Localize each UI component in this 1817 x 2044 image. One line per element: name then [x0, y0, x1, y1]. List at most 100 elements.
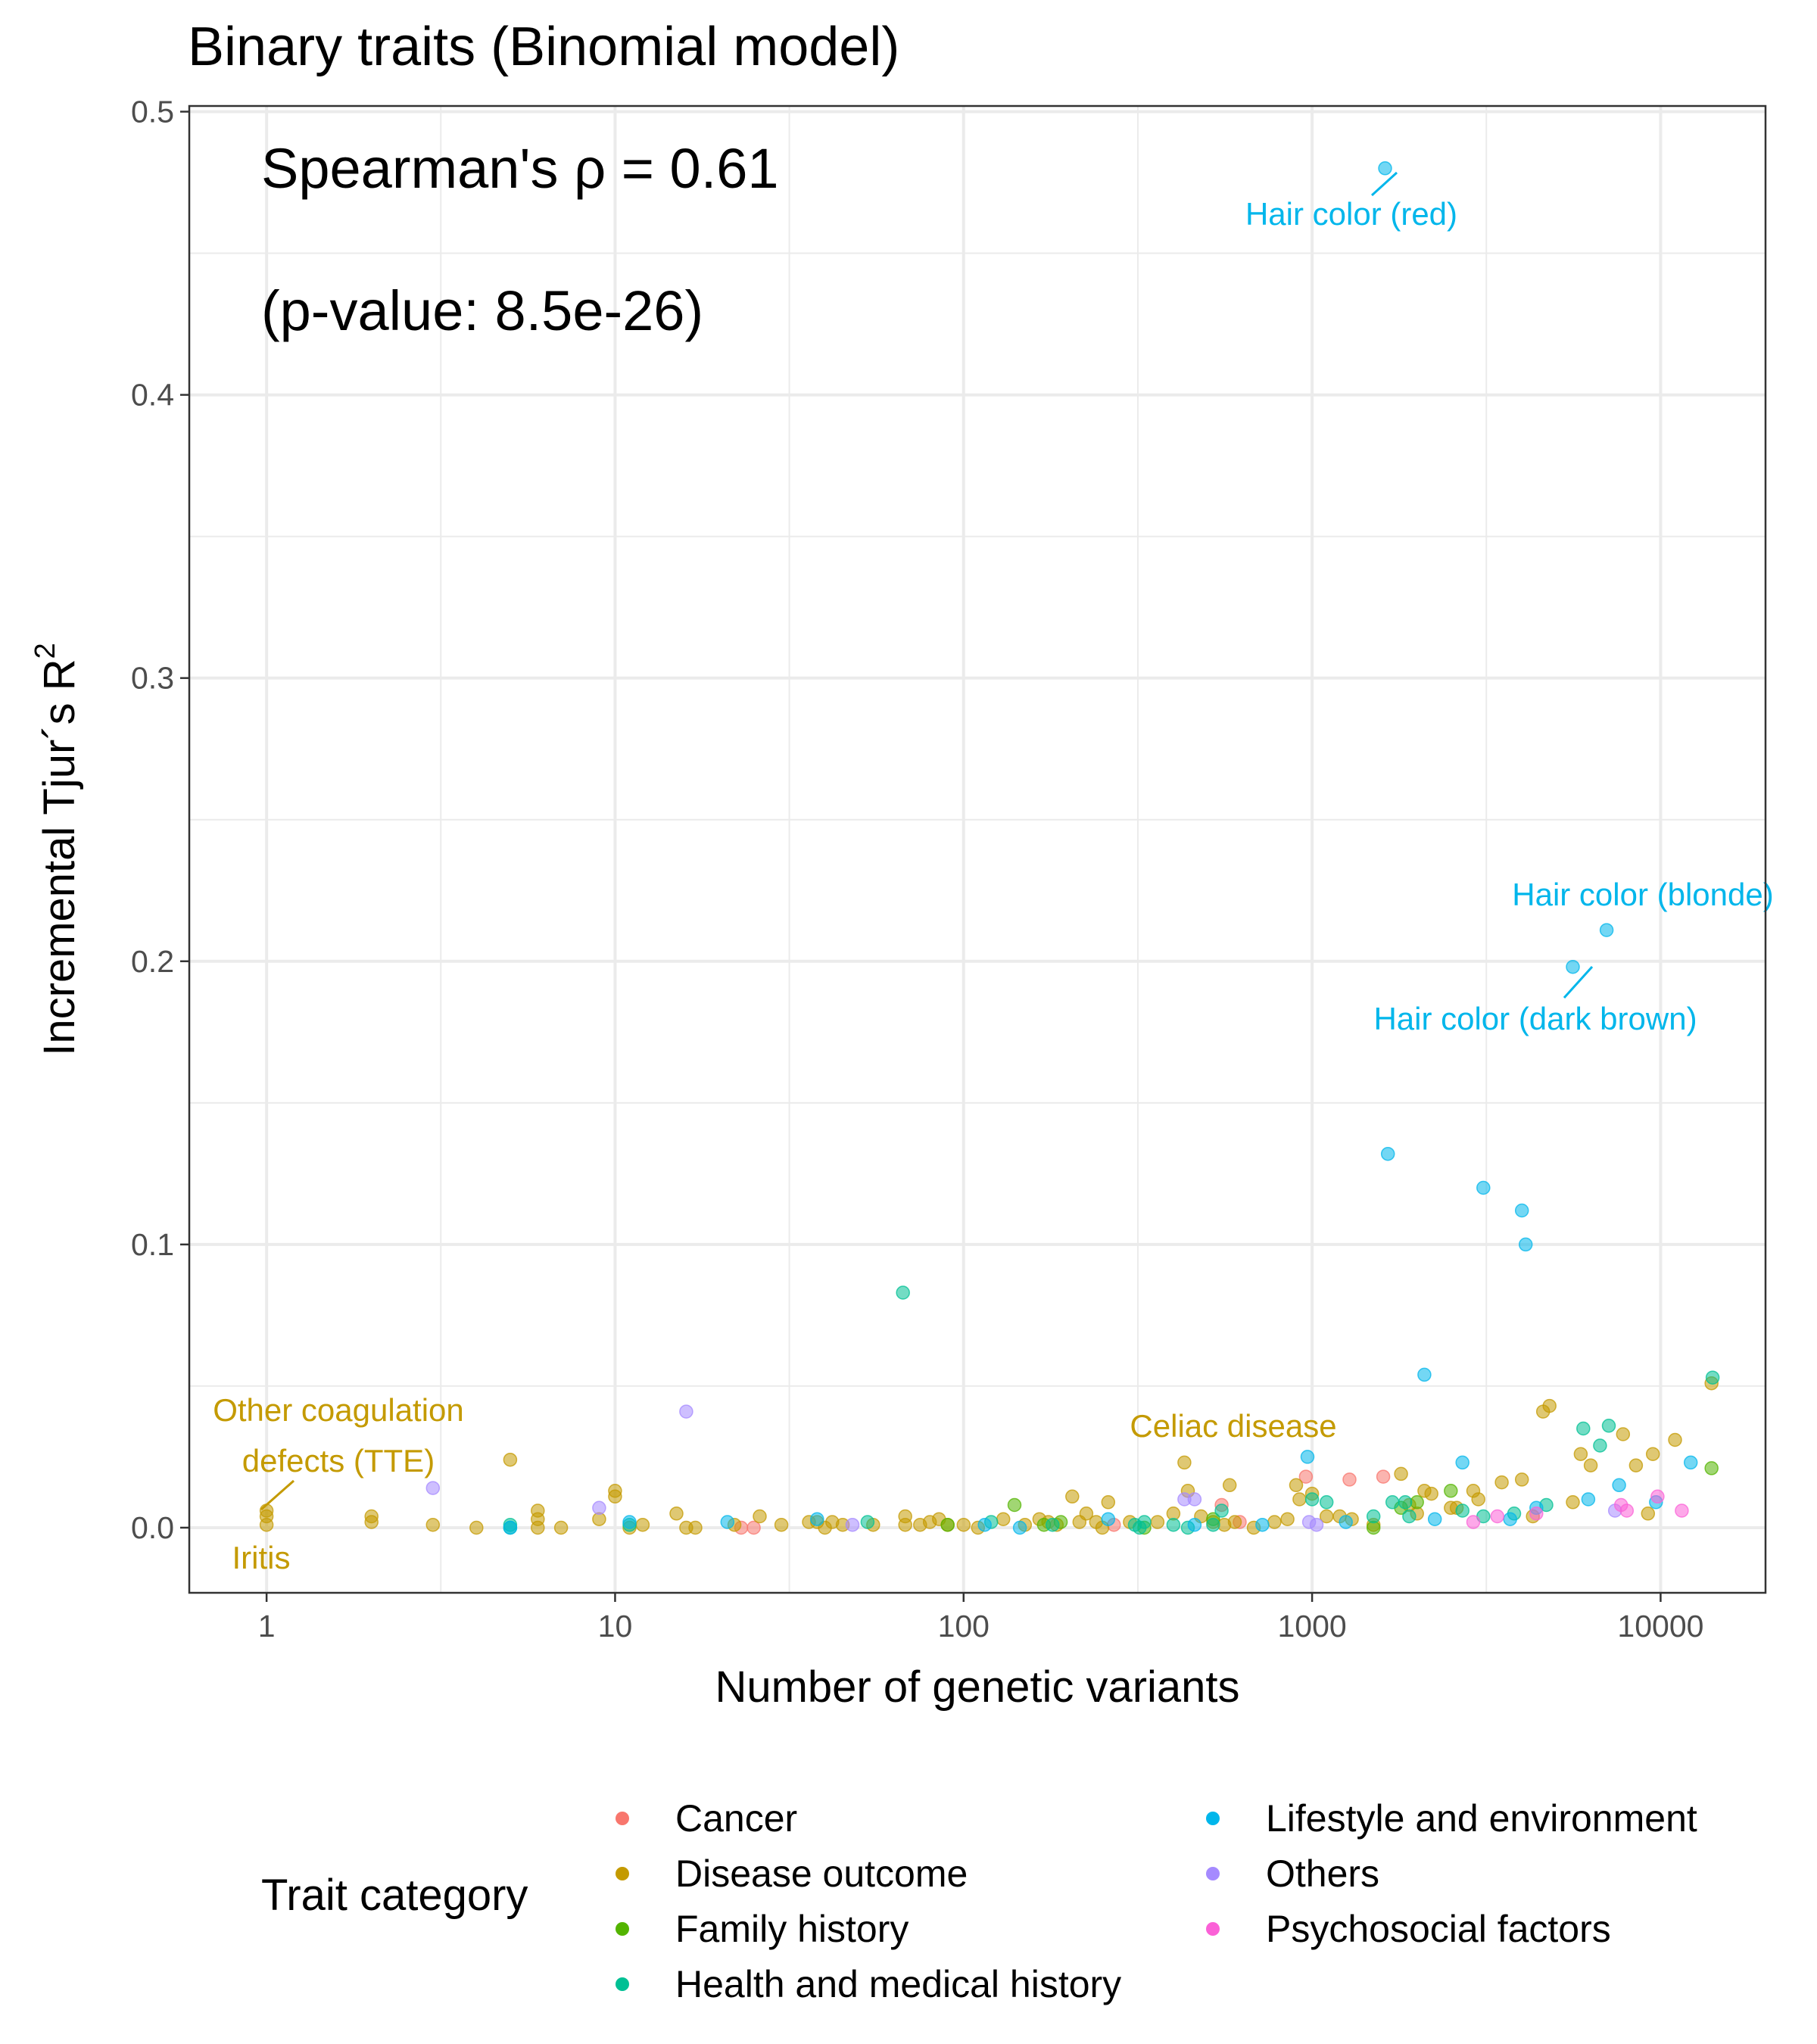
- data-point: [1601, 1419, 1616, 1433]
- data-point: [1177, 1455, 1192, 1470]
- minor-gridlines: [189, 106, 1766, 1593]
- data-point: [259, 1517, 274, 1532]
- legend-key: [616, 1867, 629, 1880]
- data-point: [810, 1512, 824, 1526]
- data-point: [1366, 1509, 1381, 1524]
- data-point: [1583, 1458, 1598, 1472]
- data-point: [503, 1520, 518, 1535]
- data-point: [1187, 1517, 1202, 1532]
- data-point: [1675, 1503, 1689, 1518]
- annotation-label: Iritis: [232, 1540, 291, 1575]
- data-point: [1471, 1492, 1485, 1507]
- data-point: [1007, 1497, 1022, 1513]
- data-point: [1573, 1447, 1588, 1461]
- x-axis: 1 10 100 1000 10000: [258, 1593, 1703, 1644]
- legend-key: [616, 1977, 629, 1991]
- data-point: [1476, 1180, 1491, 1195]
- data-point: [1150, 1515, 1165, 1529]
- data-point: [1309, 1517, 1324, 1532]
- x-tick-label: 100: [938, 1609, 990, 1644]
- y-tick-label: 0.3: [131, 661, 174, 696]
- data-point: [608, 1489, 622, 1504]
- p-value-text: (p-value: 8.5e-26): [261, 279, 703, 342]
- legend-label: Disease outcome: [675, 1852, 968, 1895]
- legend-title: Trait category: [261, 1871, 528, 1920]
- data-point: [896, 1285, 910, 1300]
- data-point: [1012, 1520, 1027, 1535]
- annotation-label: Other coagulation: [213, 1392, 464, 1428]
- y-axis: 0.0 0.1 0.2 0.3 0.4 0.5: [131, 94, 189, 1545]
- data-point: [1267, 1515, 1282, 1529]
- annotation-label: Celiac disease: [1130, 1408, 1336, 1444]
- plot-border: [188, 104, 1767, 1594]
- data-point: [1280, 1512, 1295, 1526]
- legend-label: Others: [1266, 1852, 1379, 1895]
- data-point: [1704, 1461, 1719, 1475]
- annotations: Hair color (red) Hair color (blonde) Hair …: [213, 171, 1774, 1575]
- data-point: [898, 1517, 912, 1532]
- annotation-leader-line: [1370, 171, 1398, 197]
- spearman-rho-text: Spearman's ρ = 0.61: [261, 137, 779, 200]
- data-point: [1385, 1495, 1400, 1510]
- data-point: [1705, 1370, 1720, 1385]
- legend: Trait category Cancer Disease outcome Fami…: [261, 1797, 1697, 2005]
- data-point: [1455, 1503, 1469, 1518]
- legend-key: [1206, 1812, 1220, 1825]
- data-point: [425, 1517, 441, 1532]
- data-point: [1298, 1469, 1314, 1484]
- data-point: [1101, 1512, 1116, 1526]
- y-axis-title: Incremental Tjur´s R2: [30, 643, 84, 1055]
- data-point: [688, 1520, 703, 1535]
- data-point: [1292, 1492, 1307, 1507]
- legend-key: [616, 1922, 629, 1936]
- data-point: [1576, 1421, 1591, 1436]
- data-point: [1650, 1489, 1665, 1504]
- data-point: [1214, 1503, 1229, 1518]
- x-tick-label: 10: [598, 1609, 633, 1644]
- legend-label: Psychosocial factors: [1266, 1908, 1611, 1950]
- data-point: [1668, 1432, 1682, 1447]
- data-point: [1079, 1507, 1094, 1521]
- annotation-leader-line: [1563, 965, 1594, 999]
- data-point: [364, 1515, 379, 1529]
- annotation-label: Hair color (blonde): [1512, 877, 1773, 912]
- data-point: [1319, 1495, 1334, 1510]
- data-point: [1645, 1447, 1660, 1461]
- data-point: [1619, 1503, 1635, 1518]
- data-point: [1424, 1486, 1438, 1501]
- data-point: [1514, 1203, 1529, 1218]
- y-tick-label: 0.0: [131, 1510, 174, 1545]
- annotation-label: Hair color (red): [1245, 196, 1457, 232]
- chart-title: Binary traits (Binomial model): [188, 17, 899, 77]
- legend-key: [1206, 1922, 1220, 1936]
- data-point: [635, 1517, 650, 1532]
- y-axis-title-text: Incremental Tjur´s R: [35, 659, 84, 1055]
- data-point: [1046, 1517, 1060, 1532]
- data-point: [553, 1520, 569, 1535]
- data-point: [1612, 1478, 1626, 1493]
- data-point: [1529, 1507, 1544, 1521]
- data-point: [669, 1507, 684, 1521]
- data-point: [1641, 1507, 1656, 1521]
- data-point: [753, 1509, 767, 1524]
- data-point: [774, 1517, 789, 1532]
- data-point: [1599, 923, 1614, 937]
- data-point: [1289, 1478, 1304, 1493]
- legend-label: Health and medical history: [675, 1963, 1121, 2005]
- data-point: [1227, 1515, 1242, 1529]
- y-tick-label: 0.2: [131, 944, 174, 979]
- data-point: [679, 1404, 693, 1419]
- data-point: [1187, 1492, 1202, 1507]
- x-axis-title: Number of genetic variants: [715, 1662, 1239, 1712]
- plot-background: [189, 106, 1766, 1593]
- data-point: [592, 1500, 606, 1516]
- data-point: [1683, 1455, 1698, 1470]
- data-point: [1339, 1515, 1353, 1529]
- y-tick-label: 0.4: [131, 378, 174, 413]
- data-point: [1394, 1466, 1408, 1482]
- data-point: [1490, 1509, 1505, 1524]
- y-tick-label: 0.5: [131, 94, 174, 129]
- data-point: [1342, 1472, 1357, 1487]
- data-point: [531, 1520, 545, 1535]
